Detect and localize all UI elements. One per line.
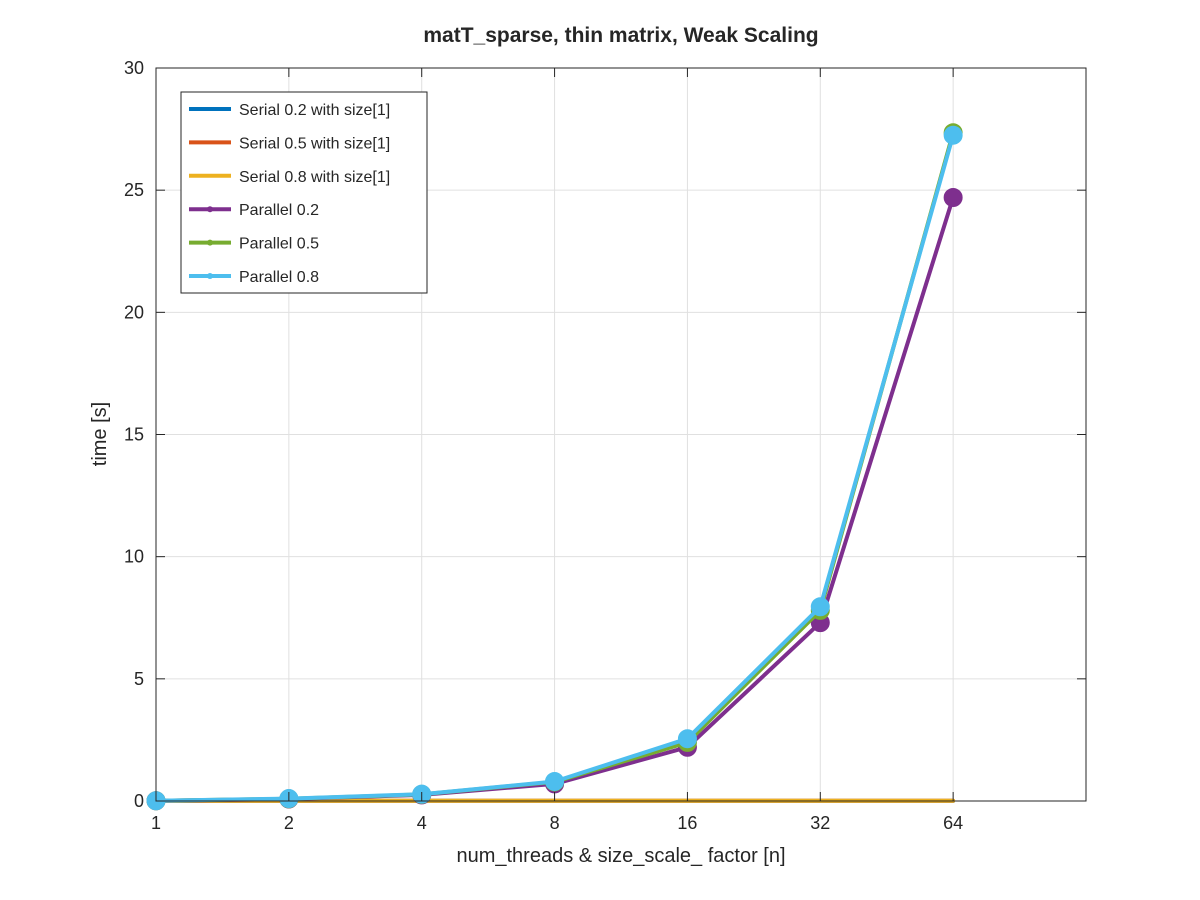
- legend-box: [180, 91, 428, 294]
- data-point: [545, 771, 565, 791]
- y-tick-label: 30: [124, 58, 144, 78]
- data-point: [677, 729, 697, 749]
- legend-item: Parallel 0.2: [189, 202, 319, 219]
- x-axis-label: num_threads & size_scale_ factor [n]: [456, 845, 785, 867]
- legend-item: Serial 0.5 with size[1]: [189, 135, 390, 152]
- x-tick-label: 4: [417, 813, 427, 833]
- chart-title: matT_sparse, thin matrix, Weak Scaling: [423, 24, 818, 47]
- data-point: [943, 125, 963, 145]
- x-tick-label: 1: [151, 813, 161, 833]
- ticks: 1 2 4 8 16 32 64 0 5 10 15 20 25 30: [124, 58, 1086, 833]
- legend-item: Parallel 0.8: [189, 269, 319, 286]
- x-tick-label: 2: [284, 813, 294, 833]
- legend-label: Parallel 0.2: [239, 202, 319, 219]
- y-tick-label: 20: [124, 302, 144, 322]
- y-tick-label: 15: [124, 425, 144, 445]
- y-tick-label: 25: [124, 180, 144, 200]
- y-tick-label: 0: [134, 791, 144, 811]
- legend-label: Parallel 0.8: [239, 269, 319, 286]
- legend-label: Parallel 0.5: [239, 236, 319, 253]
- legend: Serial 0.2 with size[1] Serial 0.5 with s…: [180, 91, 428, 294]
- x-tick-label: 32: [810, 813, 830, 833]
- legend-marker: [207, 239, 213, 246]
- legend-item: Serial 0.2 with size[1]: [189, 102, 390, 119]
- x-tick-label: 16: [677, 813, 697, 833]
- y-tick-label: 5: [134, 669, 144, 689]
- y-tick-label: 10: [124, 547, 144, 567]
- y-axis-label: time [s]: [89, 402, 111, 466]
- legend-label: Serial 0.2 with size[1]: [239, 102, 390, 119]
- legend-item: Serial 0.8 with size[1]: [189, 169, 390, 186]
- legend-marker: [207, 206, 213, 213]
- data-point: [810, 597, 830, 617]
- legend-item: Parallel 0.5: [189, 236, 319, 253]
- x-tick-label: 64: [943, 813, 963, 833]
- data-point: [943, 187, 963, 207]
- legend-marker: [207, 273, 213, 279]
- legend-label: Serial 0.8 with size[1]: [239, 169, 390, 186]
- legend-label: Serial 0.5 with size[1]: [239, 135, 390, 152]
- x-tick-label: 8: [550, 813, 560, 833]
